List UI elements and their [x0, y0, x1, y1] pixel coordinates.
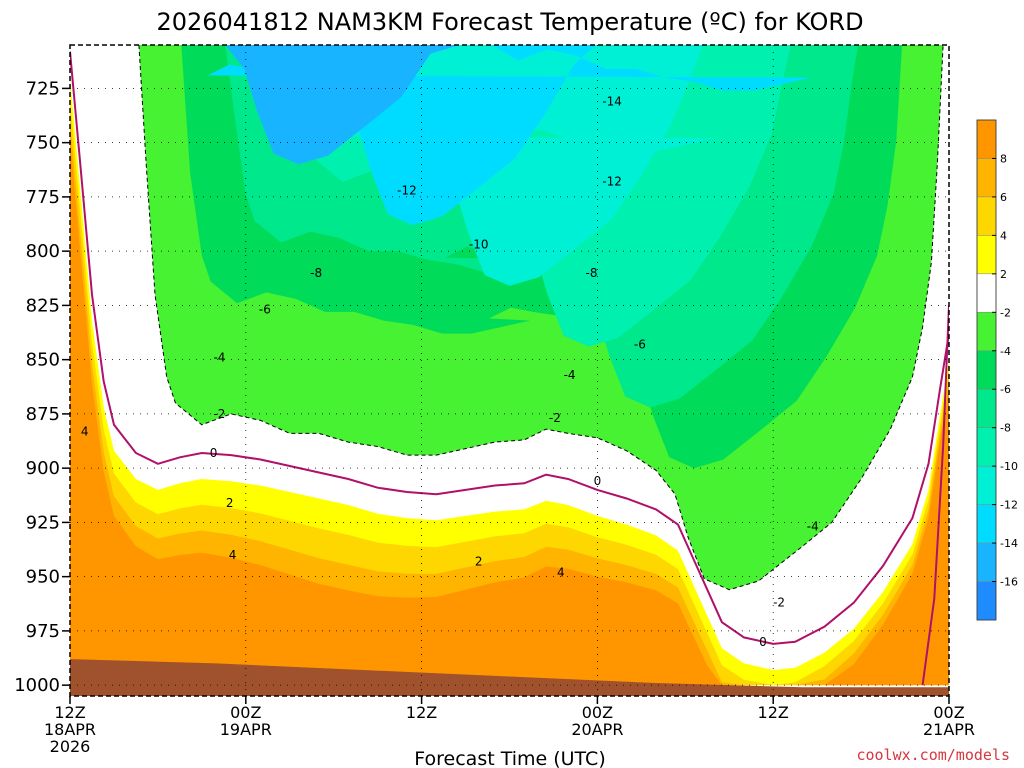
colorbar-swatch	[976, 388, 997, 428]
contour-label: -2	[773, 596, 785, 610]
contour-label: -4	[213, 350, 225, 364]
x-tick-label: 12Z	[406, 703, 437, 722]
colorbar-label: -10	[1000, 460, 1018, 473]
colorbar-swatch	[976, 465, 997, 505]
warm-band-4	[70, 138, 949, 686]
colorbar-swatch	[976, 581, 997, 621]
y-tick-label: 975	[26, 621, 60, 642]
plot-frame	[69, 44, 950, 697]
colorbar-swatch	[976, 312, 997, 352]
colorbar-label: -2	[1000, 306, 1011, 319]
contour-label: -6	[259, 303, 271, 317]
plot-area: -14 -12 -12 -10 -8 -8 -6 -6 -4 -4 -4 -2 -2 -2 0 0 0 2 2 4 4 4	[70, 45, 949, 696]
y-tick-label: 875	[26, 404, 60, 425]
contour-label: -12	[397, 183, 417, 197]
y-tick-label: 800	[26, 241, 60, 262]
colorbar-label: 6	[1000, 191, 1007, 204]
x-tick-label: 00Z	[582, 703, 613, 722]
x-tick-label: 21APR	[923, 720, 975, 739]
contour-label: -2	[549, 411, 561, 425]
contour-label: 2	[226, 496, 234, 510]
x-tick-label: 18APR	[44, 720, 96, 739]
contour-label: -4	[807, 520, 819, 534]
contour-label: 4	[229, 548, 237, 562]
x-tick-label: 12Z	[758, 703, 789, 722]
x-tick-label: 00Z	[933, 703, 964, 722]
colorbar-label: -14	[1000, 537, 1018, 550]
colorbar-swatch	[976, 119, 997, 159]
warm-band-2	[70, 98, 949, 686]
colorbar-frame	[976, 119, 997, 621]
colorbar-swatch	[976, 350, 997, 390]
contour-label: 2	[475, 554, 483, 568]
x-tick-label: 12Z	[54, 703, 85, 722]
y-tick-label: 950	[26, 567, 60, 588]
x-tick-label: 2026	[50, 737, 91, 756]
colorbar-label: -12	[1000, 499, 1018, 512]
contour-label: -4	[564, 368, 576, 382]
contour-label: -8	[310, 266, 322, 280]
colorbar-swatch	[976, 235, 997, 275]
isotherm-minus2	[138, 45, 944, 591]
y-tick-label: 775	[26, 187, 60, 208]
contour-label: -14	[602, 94, 622, 108]
colorbar: 8 6 4 2 -2 -4 -6 -8 -10 -12 -14 -16	[976, 119, 1018, 621]
x-tick-label: 19APR	[220, 720, 272, 739]
y-tick-label: 900	[26, 458, 60, 479]
cold-band-6	[138, 45, 944, 286]
colorbar-label: -8	[1000, 422, 1011, 435]
contour-label: 4	[557, 565, 565, 579]
y-tick-label: 825	[26, 295, 60, 316]
colorbar-label: -6	[1000, 383, 1011, 396]
contour-label: 4	[81, 424, 89, 438]
colorbar-label: 4	[1000, 229, 1007, 242]
y-tick-label: 925	[26, 512, 60, 533]
colorbar-swatch	[976, 427, 997, 467]
y-tick-label: 750	[26, 133, 60, 154]
y-tick-label: 725	[26, 78, 60, 99]
colorbar-label: -16	[1000, 576, 1018, 589]
x-tick-label: 20APR	[571, 720, 623, 739]
colorbar-swatch	[976, 273, 997, 313]
contour-label: -6	[634, 337, 646, 351]
cold-band-8	[93, 45, 944, 165]
contour-label: 0	[210, 446, 218, 460]
chart-title: 2026041812 NAM3KM Forecast Temperature (…	[156, 8, 863, 36]
isotherm-zero	[70, 51, 949, 645]
ground-terrain	[70, 659, 949, 696]
colorbar-swatch	[976, 158, 997, 198]
contour-label: -10	[469, 238, 489, 252]
y-tick-label: 850	[26, 350, 60, 371]
credit-text: coolwx.com/models	[856, 746, 1010, 764]
colorbar-label: -4	[1000, 345, 1011, 358]
contour-label: -8	[586, 266, 598, 280]
colorbar-swatch	[976, 542, 997, 582]
contour-label: -12	[602, 175, 622, 189]
x-tick-label: 00Z	[230, 703, 261, 722]
x-axis-label: Forecast Time (UTC)	[414, 748, 605, 768]
contour-label: 0	[594, 474, 602, 488]
contour-label: -2	[213, 407, 225, 421]
contour-label: 0	[759, 635, 767, 649]
colorbar-label: 2	[1000, 268, 1007, 281]
colorbar-swatch	[976, 196, 997, 236]
y-tick-label: 1000	[14, 675, 60, 696]
colorbar-label: 8	[1000, 152, 1007, 165]
colorbar-swatch	[976, 504, 997, 544]
y-axis: 725 750 775 800 825 850 875 900 925 950 975 1000	[14, 78, 70, 696]
